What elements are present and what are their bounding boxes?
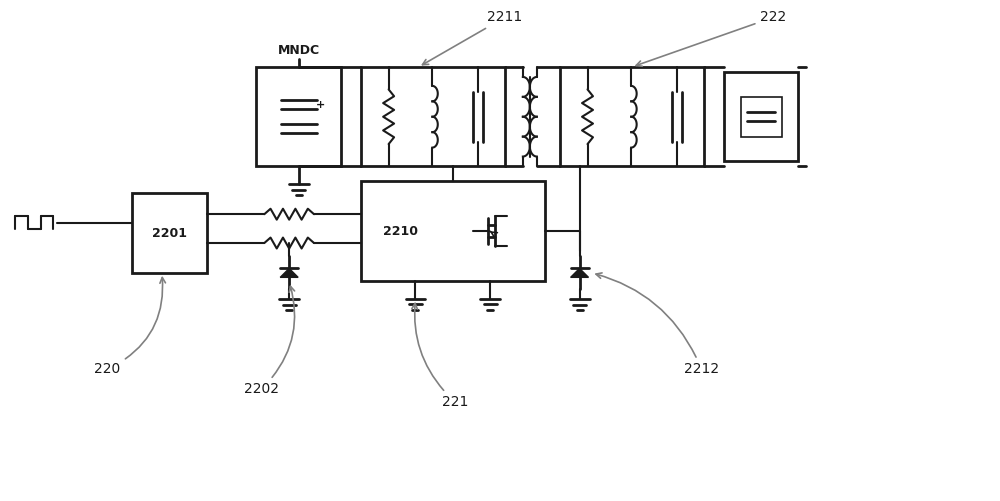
Text: 222: 222 (636, 10, 787, 66)
Text: 220: 220 (94, 278, 165, 376)
Polygon shape (280, 269, 298, 278)
Bar (361, 67, 505, 166)
Text: 2210: 2210 (383, 224, 418, 237)
Text: 2202: 2202 (244, 286, 295, 396)
Polygon shape (571, 269, 589, 278)
Bar (132, 193, 207, 273)
Bar (741, 97, 782, 137)
Bar (361, 181, 545, 281)
Bar (560, 67, 704, 166)
Text: 221: 221 (412, 303, 468, 409)
Bar (256, 67, 341, 166)
Text: +: + (316, 100, 325, 110)
Text: 2211: 2211 (422, 10, 523, 65)
Text: 2201: 2201 (152, 226, 187, 239)
Text: MNDC: MNDC (278, 44, 320, 57)
Text: 2212: 2212 (596, 273, 719, 376)
Bar (724, 72, 798, 161)
